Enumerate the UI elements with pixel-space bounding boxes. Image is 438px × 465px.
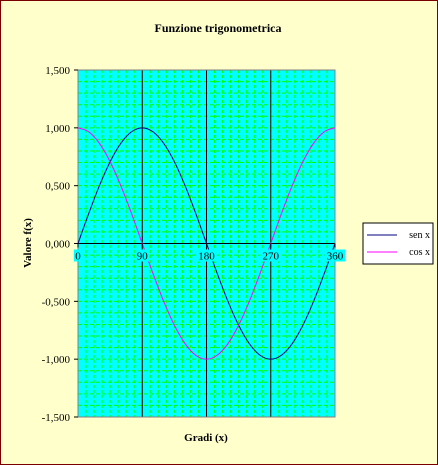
x-tick-label-bg xyxy=(324,249,346,262)
x-tick-label: 90 xyxy=(137,251,149,263)
y-tick-label: -0,500 xyxy=(42,296,71,308)
x-tick-label-bg xyxy=(135,249,150,262)
y-tick-label: 0,000 xyxy=(45,239,70,251)
y-tick-label: -1,500 xyxy=(42,412,71,424)
x-axis-label: Gradi (x) xyxy=(184,432,228,444)
x-tick-label: 360 xyxy=(327,251,344,263)
chart-title: Funzione trigonometrica xyxy=(155,21,282,35)
legend-box xyxy=(362,222,434,265)
y-axis-ticks: 1,500 1,000 0,500 0,000 -0,500 -1,000 -1,500 xyxy=(42,65,78,424)
series-line-cos xyxy=(77,127,336,360)
x-tick-label: 0 xyxy=(75,251,81,263)
x-axis-ticks: 0 90 180 270 360 xyxy=(73,243,346,263)
x-tick-label-bg xyxy=(73,249,83,262)
x-tick-label: 270 xyxy=(263,251,280,263)
x-tick-label-bg xyxy=(196,249,217,262)
legend-entry-label: sen x xyxy=(409,230,430,241)
y-tick-label: 1,500 xyxy=(45,65,70,77)
y-axis-label: Valore f(x) xyxy=(22,218,34,268)
x-tick-label-bg xyxy=(260,249,282,262)
legend: sen x cos x xyxy=(362,222,434,265)
y-tick-label: -1,000 xyxy=(42,354,71,366)
legend-entry-label: cos x xyxy=(409,247,430,258)
x-tick-label: 180 xyxy=(198,251,215,263)
y-tick-label: 1,000 xyxy=(45,123,70,135)
y-tick-label: 0,500 xyxy=(45,181,70,193)
